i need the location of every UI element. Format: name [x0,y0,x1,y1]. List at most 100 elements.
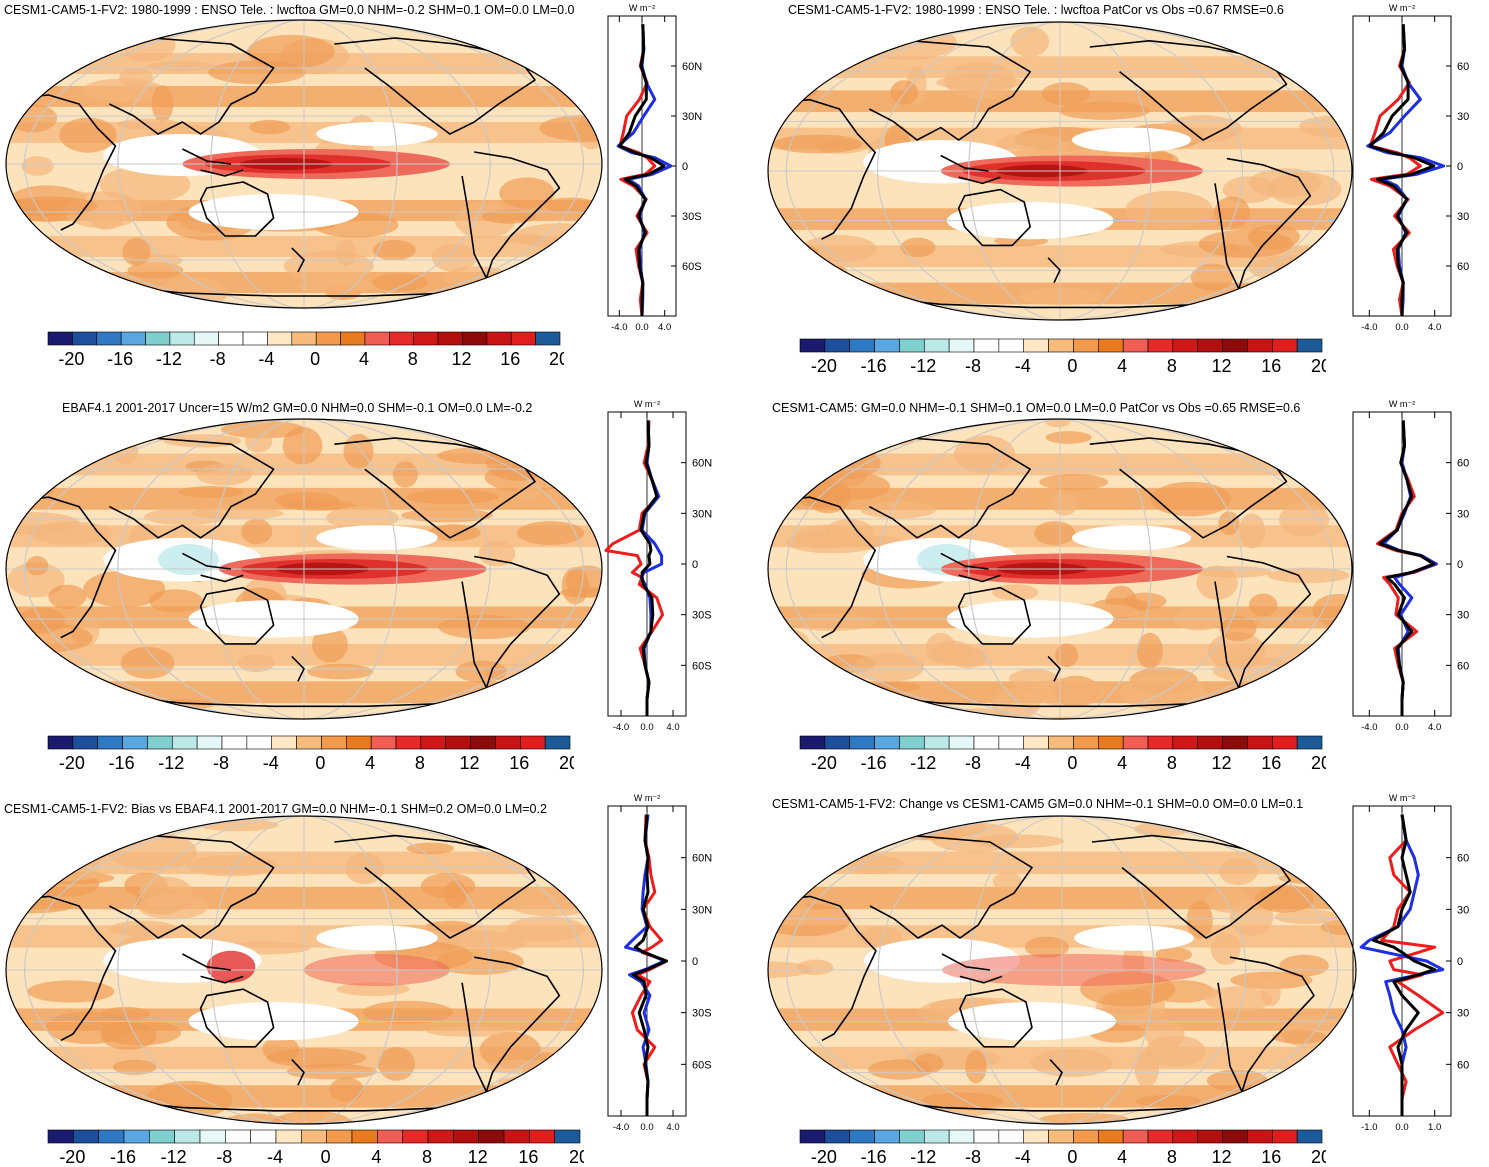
colorbar-box [97,735,123,750]
map-patch [48,584,87,609]
map-patch [8,702,95,719]
map-patch [406,489,499,505]
map-patch [797,959,834,976]
map-patch [992,584,1039,601]
map-patch [499,177,555,209]
map-patch [859,926,903,948]
colorbar-tick-label: -20 [58,349,84,369]
coastline-australia [957,188,1032,247]
map-patch [25,556,49,576]
map-patch [372,239,416,261]
map-patch [283,250,374,282]
coastline-greenland [534,430,567,464]
colorbar-box [47,1129,74,1144]
zonal-y-tick-label: 60 [1457,61,1469,73]
coastline-greenland [1285,33,1318,67]
colorbar-tick-label: -16 [861,753,887,773]
coastline-north-america [334,834,536,939]
map-patch [1163,22,1191,34]
coastline-north-america [334,437,536,539]
map-patch [372,273,428,292]
colorbar-box [874,1129,900,1144]
map-patch [786,532,880,554]
colorbar-box [291,331,317,346]
coastline-australia [199,181,275,237]
colorbar-box [413,331,439,346]
zonal-series-red [618,24,657,317]
colorbar-box [1023,338,1049,353]
colorbar-box [824,338,851,353]
colorbar-box [1073,1129,1099,1144]
colorbar-box [123,1129,150,1144]
colorbar-box [923,338,950,353]
colorbar-box [72,331,98,346]
zonal-y-tick-label: 30S [692,610,712,622]
map-patch [6,860,45,897]
colorbar-tick-label: -4 [258,349,274,369]
map-patch [191,507,284,520]
map-patch [266,1048,367,1068]
panel-c-colorbar: -20 -16 -12 -8 -4 0 4 8 12 16 20 [47,735,574,773]
coastlines [779,33,1318,309]
colorbar-box [73,1129,99,1144]
colorbar-tick-label: 0 [1067,753,1077,773]
map-boundary [5,815,603,1125]
colorbar-tick-label: 12 [460,753,480,773]
map-patch [11,20,42,45]
map-patch [438,614,530,640]
map-patch [139,876,193,908]
map-patch [249,119,291,135]
colorbar-tick-label: -12 [158,753,184,773]
colorbar-box [1097,338,1124,353]
map-patch [455,660,507,683]
map-patch [773,134,863,154]
map-patch [6,866,102,882]
colorbar-box [1048,735,1074,750]
panel-e-zonal-profile: W m⁻² 60N 30N 0 30S 60S -4.0 0.0 4.0 [607,793,712,1133]
zonal-x-tick-label: 0.0 [635,322,648,333]
zonal-series-red [630,814,668,1116]
colorbar-box [824,735,851,750]
map-patch [268,1110,356,1124]
map-patch [1125,190,1213,229]
zonal-x-tick-label: 1.0 [1428,1122,1441,1133]
panel-e-title: CESM1-CAM5-1-FV2: Bias vs EBAF4.1 2001-2… [4,802,547,816]
zonal-series-blue [1382,420,1438,716]
map-patch [948,646,988,669]
colorbar-box [147,735,173,750]
map-patch [312,626,348,663]
map-patch [241,518,273,545]
zonal-x-tick-label: -1.0 [1361,1122,1377,1133]
map-patch [14,189,89,200]
colorbar-box [1048,1129,1074,1144]
colorbar-box [246,735,273,750]
map-patch [843,855,904,874]
map-boundary [5,19,603,309]
colorbar-box [395,735,422,750]
colorbar-tick-label: -8 [965,356,981,376]
map-patch [7,562,65,598]
colorbar-tick-label: 4 [1117,356,1127,376]
map-patch [1136,632,1163,669]
map-patch [1190,263,1234,291]
colorbar-box [1172,338,1199,353]
colorbar-box [47,331,73,346]
coastline-new-guinea [959,975,1003,984]
colorbar-box [923,1129,950,1144]
colorbar-tick-label: 16 [509,753,529,773]
map-field [6,20,602,308]
panel-c-zonal-profile: W m⁻² 60N 30N 0 30S 60S -4.0 0.0 4.0 [604,399,712,733]
colorbar-box [535,331,561,346]
map-patch [392,461,418,488]
map-patch [88,200,125,230]
panel-b-colorbar: -20 -16 -12 -8 -4 0 4 8 12 16 20 [799,338,1326,376]
map-patch [492,1094,578,1111]
map-patch [484,31,582,59]
colorbar-tick-label: -16 [109,753,135,773]
colorbar-box [196,735,223,750]
map-patch [835,22,886,47]
colorbar-box [171,735,198,750]
coastline-south-america [1217,956,1315,1093]
map-white-region [1071,127,1192,153]
graticule [6,816,602,1124]
